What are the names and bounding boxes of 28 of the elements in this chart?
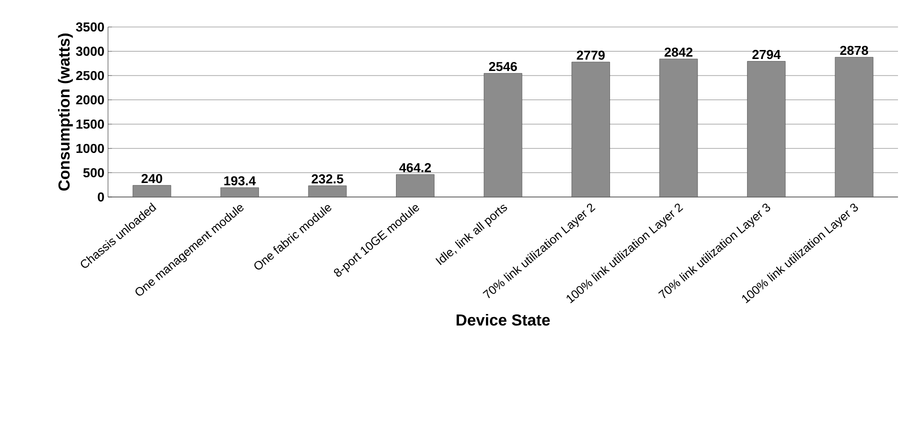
y-tick-label: 2500: [76, 70, 104, 80]
bar: [834, 57, 874, 198]
y-tick-label: 0: [98, 192, 104, 202]
data-label: 2794: [752, 50, 781, 60]
data-label: 2546: [489, 62, 517, 72]
data-label: 2842: [664, 48, 692, 57]
y-tick-label: 3500: [76, 22, 104, 32]
bar: [659, 58, 698, 198]
data-label: 193.4: [224, 176, 256, 186]
bar: [132, 185, 172, 198]
bar: [308, 185, 347, 198]
data-label: 2878: [840, 46, 868, 55]
x-axis-title: Device State: [456, 314, 550, 326]
data-label: 2779: [576, 50, 605, 60]
bar: [747, 61, 786, 198]
y-tick-label: 500: [83, 168, 104, 178]
data-label: 240: [142, 174, 162, 184]
y-tick-label: 3000: [76, 46, 104, 56]
bar: [484, 73, 522, 198]
y-axis-title: Consumption (watts): [58, 34, 73, 191]
y-tick-label: 1500: [76, 120, 104, 129]
y-tick-label: 2000: [76, 95, 104, 104]
data-label: 464.2: [399, 163, 431, 172]
bar: [572, 62, 610, 198]
bar: [396, 174, 434, 198]
data-label: 232.5: [312, 174, 344, 184]
y-tick-label: 1000: [76, 144, 104, 153]
bar: [220, 187, 259, 198]
